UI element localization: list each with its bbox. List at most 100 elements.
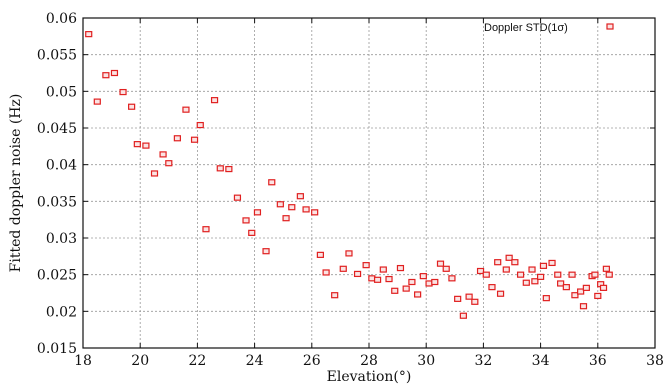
data-point: [248, 229, 256, 236]
x-tick-label: 38: [646, 353, 664, 369]
data-point: [142, 142, 150, 149]
data-point: [516, 271, 525, 278]
data-point: [459, 312, 467, 319]
data-point: [133, 141, 141, 148]
data-point: [150, 170, 159, 177]
data-point: [579, 303, 588, 310]
data-point: [536, 273, 545, 280]
data-point: [102, 72, 110, 79]
data-point: [482, 271, 490, 278]
x-axis-title: Elevation(°): [327, 369, 412, 385]
data-point: [196, 121, 204, 129]
data-point: [165, 160, 173, 167]
x-tick-label: 20: [131, 353, 149, 369]
data-point: [396, 264, 405, 272]
y-tick-label: 0.045: [37, 121, 77, 137]
data-point: [562, 284, 570, 291]
data-point: [436, 260, 445, 267]
data-point: [577, 288, 585, 295]
data-point: [173, 135, 181, 142]
data-point: [339, 265, 347, 272]
data-point: [554, 271, 562, 278]
y-tick-label: 0.05: [46, 84, 77, 100]
data-point: [85, 31, 93, 38]
y-tick-label: 0.025: [37, 268, 77, 284]
data-point: [511, 259, 519, 266]
data-point: [216, 165, 224, 172]
data-point: [210, 97, 219, 104]
data-point: [128, 103, 136, 110]
data-point: [402, 285, 410, 292]
data-point: [362, 262, 370, 269]
data-point: [345, 250, 353, 257]
data-point: [605, 271, 613, 278]
x-tick-label: 24: [246, 353, 264, 369]
y-tick-label: 0.04: [46, 158, 77, 174]
y-tick-label: 0.035: [37, 194, 77, 210]
data-point: [557, 280, 565, 287]
data-point: [599, 284, 608, 291]
data-point: [419, 273, 427, 280]
x-tick-label: 32: [474, 353, 492, 369]
data-point: [316, 251, 324, 258]
data-point: [448, 275, 456, 282]
data-point: [548, 259, 556, 267]
x-tick-label: 26: [303, 353, 321, 369]
data-point: [431, 278, 439, 286]
data-point: [391, 287, 399, 294]
data-point: [302, 206, 310, 213]
data-point: [385, 275, 393, 283]
data-point: [594, 292, 602, 300]
data-point: [368, 275, 376, 282]
data-point: [465, 293, 473, 300]
y-tick-label: 0.055: [37, 48, 77, 64]
legend: Doppler STD(1σ): [484, 22, 614, 34]
data-point: [311, 209, 319, 216]
y-tick-label: 0.02: [46, 304, 77, 320]
data-point: [414, 291, 422, 298]
data-point: [442, 265, 450, 272]
legend-marker: [606, 23, 614, 30]
data-point: [253, 209, 262, 216]
x-tick-label: 30: [417, 353, 435, 369]
tick-labels: 18 20 22 24 26 28 30 32 34 36 38 0.015 0.02 0.025 0.03…: [37, 11, 664, 369]
data-point: [582, 284, 590, 291]
data-point: [373, 276, 382, 283]
data-points: [85, 31, 613, 319]
data-point: [190, 136, 199, 143]
y-axis-title: Fitted doppler noise (Hz): [8, 94, 24, 273]
data-point: [110, 69, 119, 77]
grid-lines: [83, 18, 655, 348]
data-point: [522, 279, 530, 286]
legend-label: Doppler STD(1σ): [484, 22, 568, 34]
data-point: [288, 204, 296, 211]
data-point: [568, 271, 576, 278]
data-point: [488, 284, 496, 291]
data-point: [159, 151, 167, 158]
data-point: [296, 193, 304, 200]
data-point: [531, 278, 539, 285]
data-point: [93, 98, 101, 105]
data-point: [276, 201, 284, 208]
y-tick-label: 0.06: [46, 11, 77, 27]
x-tick-label: 22: [188, 353, 206, 369]
data-point: [571, 292, 579, 299]
data-point: [454, 295, 462, 302]
plot-frame: [82, 17, 656, 349]
data-point: [476, 267, 485, 275]
x-tick-label: 28: [360, 353, 378, 369]
data-point: [282, 215, 290, 222]
data-point: [425, 280, 433, 287]
data-point: [528, 266, 536, 273]
x-tick-label: 36: [589, 353, 607, 369]
data-point: [591, 271, 599, 278]
data-point: [322, 269, 330, 276]
data-point: [331, 292, 339, 299]
data-point: [202, 226, 210, 233]
data-point: [225, 165, 233, 173]
data-point: [182, 106, 190, 113]
data-point: [262, 248, 270, 255]
y-tick-label: 0.015: [37, 341, 77, 357]
